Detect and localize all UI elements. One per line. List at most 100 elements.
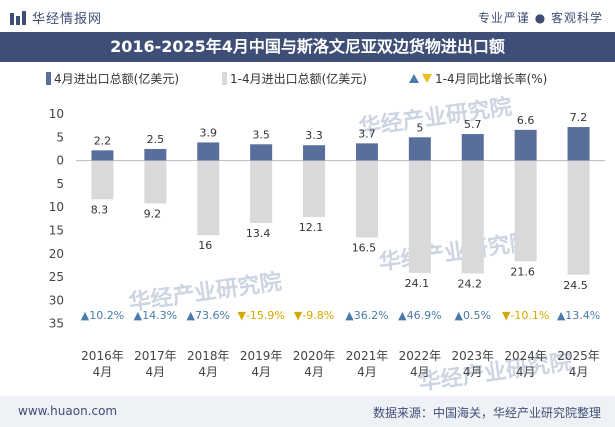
april-bar bbox=[250, 144, 273, 161]
cumulative-bar bbox=[91, 160, 114, 200]
x-tick-label: 4月 bbox=[569, 365, 589, 379]
growth-rate-label: ▲13.4% bbox=[557, 309, 600, 322]
x-tick-label: 2016年 bbox=[81, 349, 124, 363]
april-value-label: 2.5 bbox=[147, 133, 165, 146]
cumulative-bar bbox=[144, 160, 167, 204]
cumulative-value-label: 9.2 bbox=[144, 207, 162, 220]
april-bar bbox=[355, 143, 378, 161]
x-tick-label: 2024年 bbox=[504, 349, 547, 363]
april-bar bbox=[461, 134, 484, 161]
x-tick-label: 2018年 bbox=[187, 349, 230, 363]
footer-source: 数据来源：中国海关，华经产业研究院整理 bbox=[372, 406, 601, 420]
legend-swatch-april bbox=[46, 72, 51, 85]
y-tick-label: 25 bbox=[49, 270, 64, 284]
legend-label-cumulative: 1-4月进出口总额(亿美元) bbox=[230, 72, 367, 86]
y-tick-label: 10 bbox=[49, 107, 64, 121]
april-bar bbox=[514, 129, 537, 161]
x-tick-label: 4月 bbox=[410, 365, 430, 379]
april-bar bbox=[197, 142, 220, 161]
x-tick-label: 2020年 bbox=[293, 349, 336, 363]
growth-rate-label: ▼-10.1% bbox=[502, 309, 549, 322]
cumulative-value-label: 24.2 bbox=[458, 277, 483, 290]
growth-rate-label: ▲10.2% bbox=[81, 309, 124, 322]
logo-icon bbox=[10, 10, 26, 25]
legend-down-triangle-icon bbox=[422, 74, 432, 83]
april-value-label: 7.2 bbox=[570, 111, 588, 124]
x-tick-label: 2019年 bbox=[240, 349, 283, 363]
april-bar bbox=[303, 145, 326, 161]
x-tick-label: 4月 bbox=[93, 365, 113, 379]
y-tick-label: 5 bbox=[56, 177, 64, 191]
april-value-label: 2.2 bbox=[94, 134, 112, 147]
cumulative-bar bbox=[355, 160, 378, 238]
y-tick-label: 0 bbox=[56, 154, 64, 168]
growth-rate-label: ▲73.6% bbox=[187, 309, 230, 322]
x-tick-label: 4月 bbox=[516, 365, 536, 379]
x-tick-label: 2017年 bbox=[134, 349, 177, 363]
april-value-label: 3.9 bbox=[200, 126, 218, 139]
top-bar: 华经情报网 专业严谨 ● 客观科学 bbox=[0, 0, 615, 32]
april-value-label: 5.7 bbox=[464, 118, 482, 131]
y-tick-label: 5 bbox=[56, 130, 64, 144]
growth-rate-label: ▼-9.8% bbox=[294, 309, 334, 322]
april-value-label: 3.7 bbox=[358, 127, 376, 140]
legend-item-april: 4月进出口总额(亿美元) bbox=[46, 70, 179, 87]
cumulative-bar bbox=[514, 160, 537, 262]
cumulative-value-label: 12.1 bbox=[299, 221, 324, 234]
april-value-label: 3.5 bbox=[252, 128, 270, 141]
chart-plot: 华经产业研究院华经产业研究院华经产业研究院华经产业研究院105051015202… bbox=[49, 94, 605, 396]
legend-item-growth: 1-4月同比增长率(%) bbox=[409, 70, 547, 87]
logo-text: 华经情报网 bbox=[32, 12, 103, 27]
footer: www.huaon.com 数据来源：中国海关，华经产业研究院整理 bbox=[0, 396, 615, 427]
april-value-label: 5 bbox=[416, 121, 423, 134]
cumulative-value-label: 16.5 bbox=[352, 241, 377, 254]
watermark-text: 华经产业研究院 bbox=[357, 94, 513, 141]
y-tick-label: 10 bbox=[49, 200, 64, 214]
x-tick-label: 4月 bbox=[304, 365, 324, 379]
legend-up-triangle-icon bbox=[409, 74, 419, 83]
legend-swatch-cumulative bbox=[222, 72, 227, 85]
x-tick-label: 4月 bbox=[146, 365, 166, 379]
cumulative-bar bbox=[408, 160, 431, 273]
footer-site: www.huaon.com bbox=[18, 404, 118, 418]
april-value-label: 3.3 bbox=[305, 129, 323, 142]
legend: 4月进出口总额(亿美元) 1-4月进出口总额(亿美元) 1-4月同比增长率(%) bbox=[0, 66, 615, 88]
x-tick-label: 2025年 bbox=[557, 349, 600, 363]
cumulative-bar bbox=[197, 160, 220, 236]
legend-label-april: 4月进出口总额(亿美元) bbox=[54, 72, 179, 86]
legend-label-growth: 1-4月同比增长率(%) bbox=[435, 72, 548, 86]
cumulative-bar bbox=[303, 160, 326, 217]
april-bar bbox=[144, 148, 167, 161]
cumulative-value-label: 13.4 bbox=[246, 227, 271, 240]
tagline: 专业严谨 ● 客观科学 bbox=[477, 11, 603, 25]
legend-item-cumulative: 1-4月进出口总额(亿美元) bbox=[222, 70, 367, 87]
x-tick-label: 2021年 bbox=[346, 349, 389, 363]
april-bar bbox=[408, 137, 431, 161]
cumulative-value-label: 21.6 bbox=[510, 265, 535, 278]
april-bar bbox=[567, 127, 590, 161]
x-tick-label: 4月 bbox=[357, 365, 377, 379]
growth-rate-label: ▲14.3% bbox=[134, 309, 177, 322]
growth-rate-label: ▼-15.9% bbox=[237, 309, 284, 322]
chart-title: 2016-2025年4月中国与斯洛文尼亚双边货物进出口额 bbox=[0, 32, 615, 62]
y-tick-label: 15 bbox=[49, 224, 64, 238]
growth-rate-label: ▲46.9% bbox=[398, 309, 441, 322]
x-tick-label: 2022年 bbox=[399, 349, 442, 363]
cumulative-value-label: 24.1 bbox=[405, 277, 430, 290]
cumulative-value-label: 24.5 bbox=[563, 279, 588, 292]
x-tick-label: 4月 bbox=[251, 365, 271, 379]
x-tick-label: 4月 bbox=[463, 365, 483, 379]
april-value-label: 6.6 bbox=[517, 114, 535, 127]
logo: 华经情报网 bbox=[10, 8, 102, 27]
growth-rate-label: ▲0.5% bbox=[455, 309, 491, 322]
cumulative-bar bbox=[461, 160, 484, 274]
y-tick-label: 20 bbox=[49, 247, 64, 261]
cumulative-value-label: 8.3 bbox=[91, 203, 109, 216]
cumulative-bar bbox=[567, 160, 590, 275]
x-tick-label: 2023年 bbox=[451, 349, 494, 363]
y-tick-label: 30 bbox=[49, 293, 64, 307]
x-tick-label: 4月 bbox=[198, 365, 218, 379]
growth-rate-label: ▲36.2% bbox=[345, 309, 388, 322]
cumulative-value-label: 16 bbox=[198, 239, 212, 252]
april-bar bbox=[91, 150, 114, 161]
